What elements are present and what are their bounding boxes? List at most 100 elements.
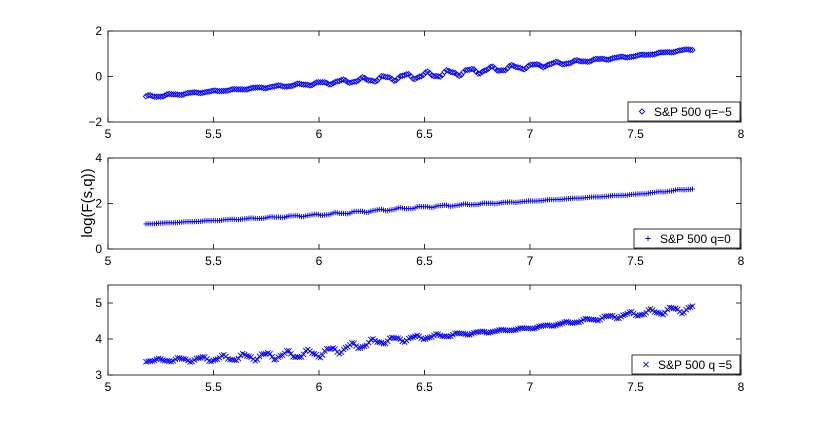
data-point xyxy=(418,73,425,80)
data-point xyxy=(552,58,560,66)
x-tick-label: 5 xyxy=(105,127,112,141)
data-point xyxy=(210,87,217,94)
data-point xyxy=(455,72,463,80)
x-tick-label: 7 xyxy=(527,380,534,394)
legend-label: S&P 500 q =5 xyxy=(658,358,733,372)
data-point xyxy=(329,79,337,87)
data-point xyxy=(267,350,273,357)
data-point xyxy=(619,53,627,60)
data-point xyxy=(277,82,284,89)
data-point xyxy=(269,353,276,360)
data-point xyxy=(689,46,696,54)
legend-box xyxy=(627,101,741,122)
legend: S&P 500 q=−5 xyxy=(627,101,741,122)
data-point xyxy=(620,312,627,319)
data-point xyxy=(443,66,450,74)
data-point xyxy=(626,309,633,316)
data-point xyxy=(254,84,261,91)
data-point xyxy=(449,69,457,76)
data-point xyxy=(474,70,482,77)
y-tick-label: 4 xyxy=(95,151,102,165)
x-tick-label: 6 xyxy=(316,380,323,394)
data-point xyxy=(600,55,608,63)
data-point xyxy=(542,63,549,70)
data-point xyxy=(638,51,646,58)
data-point xyxy=(170,91,177,98)
x-tick-label: 6 xyxy=(316,254,323,268)
data-point xyxy=(687,46,694,54)
data-point xyxy=(294,353,301,360)
data-point xyxy=(439,333,446,340)
y-tick-label: −2 xyxy=(88,115,102,129)
data-point xyxy=(233,86,240,93)
data-point xyxy=(231,357,238,363)
data-point xyxy=(512,63,520,71)
data-point xyxy=(491,328,498,335)
data-point xyxy=(510,327,517,334)
data-point xyxy=(460,330,467,337)
data-point xyxy=(315,78,322,86)
data-point xyxy=(283,347,290,354)
data-point xyxy=(298,81,305,88)
data-point xyxy=(422,69,429,76)
data-point xyxy=(588,57,595,64)
data-point xyxy=(653,309,660,316)
data-point xyxy=(411,75,419,83)
data-point xyxy=(256,84,263,91)
x-tick-label: 5.5 xyxy=(205,254,222,268)
x-tick-label: 7.5 xyxy=(627,254,644,268)
data-point xyxy=(539,63,547,71)
data-point xyxy=(527,61,534,68)
data-point xyxy=(521,325,528,332)
x-tick-label: 7.5 xyxy=(627,380,644,394)
data-point xyxy=(617,53,625,60)
data-point xyxy=(443,333,450,340)
data-point xyxy=(403,71,410,78)
data-point xyxy=(294,80,301,87)
data-point xyxy=(191,89,198,96)
data-point xyxy=(504,65,511,72)
data-point xyxy=(172,91,179,98)
legend-box xyxy=(633,228,741,249)
data-point xyxy=(367,336,374,343)
data-point xyxy=(310,80,318,88)
data-point xyxy=(437,73,444,80)
data-point xyxy=(500,67,507,74)
data-point xyxy=(555,321,561,328)
x-tick-label: 8 xyxy=(738,127,745,141)
data-point xyxy=(300,81,307,88)
data-point xyxy=(165,90,173,98)
y-tick-label: 5 xyxy=(95,296,102,310)
data-point xyxy=(378,72,385,80)
data-point xyxy=(582,58,589,65)
legend-label: S&P 500 q=−5 xyxy=(654,105,732,119)
legend-box xyxy=(631,354,741,375)
data-point xyxy=(640,51,648,59)
data-point xyxy=(149,92,156,100)
data-point xyxy=(187,358,194,365)
data-point xyxy=(254,356,261,363)
data-point xyxy=(289,82,297,89)
data-point xyxy=(573,56,581,64)
data-point xyxy=(376,74,383,82)
data-point xyxy=(407,334,414,341)
data-point xyxy=(420,336,427,343)
data-point xyxy=(531,61,539,68)
data-point xyxy=(365,77,373,84)
data-point xyxy=(598,55,606,63)
x-tick-label: 5.5 xyxy=(205,380,222,394)
data-point xyxy=(285,347,292,354)
data-point xyxy=(557,321,563,327)
data-point xyxy=(468,65,476,73)
data-point xyxy=(271,356,278,363)
data-point xyxy=(352,78,360,85)
data-point xyxy=(258,84,265,91)
data-point xyxy=(195,355,202,362)
data-series xyxy=(143,186,696,227)
data-point xyxy=(212,87,219,94)
y-tick-label: 4 xyxy=(95,332,102,346)
data-point xyxy=(658,310,664,317)
x-tick-label: 7 xyxy=(527,254,534,268)
data-point xyxy=(355,77,362,84)
